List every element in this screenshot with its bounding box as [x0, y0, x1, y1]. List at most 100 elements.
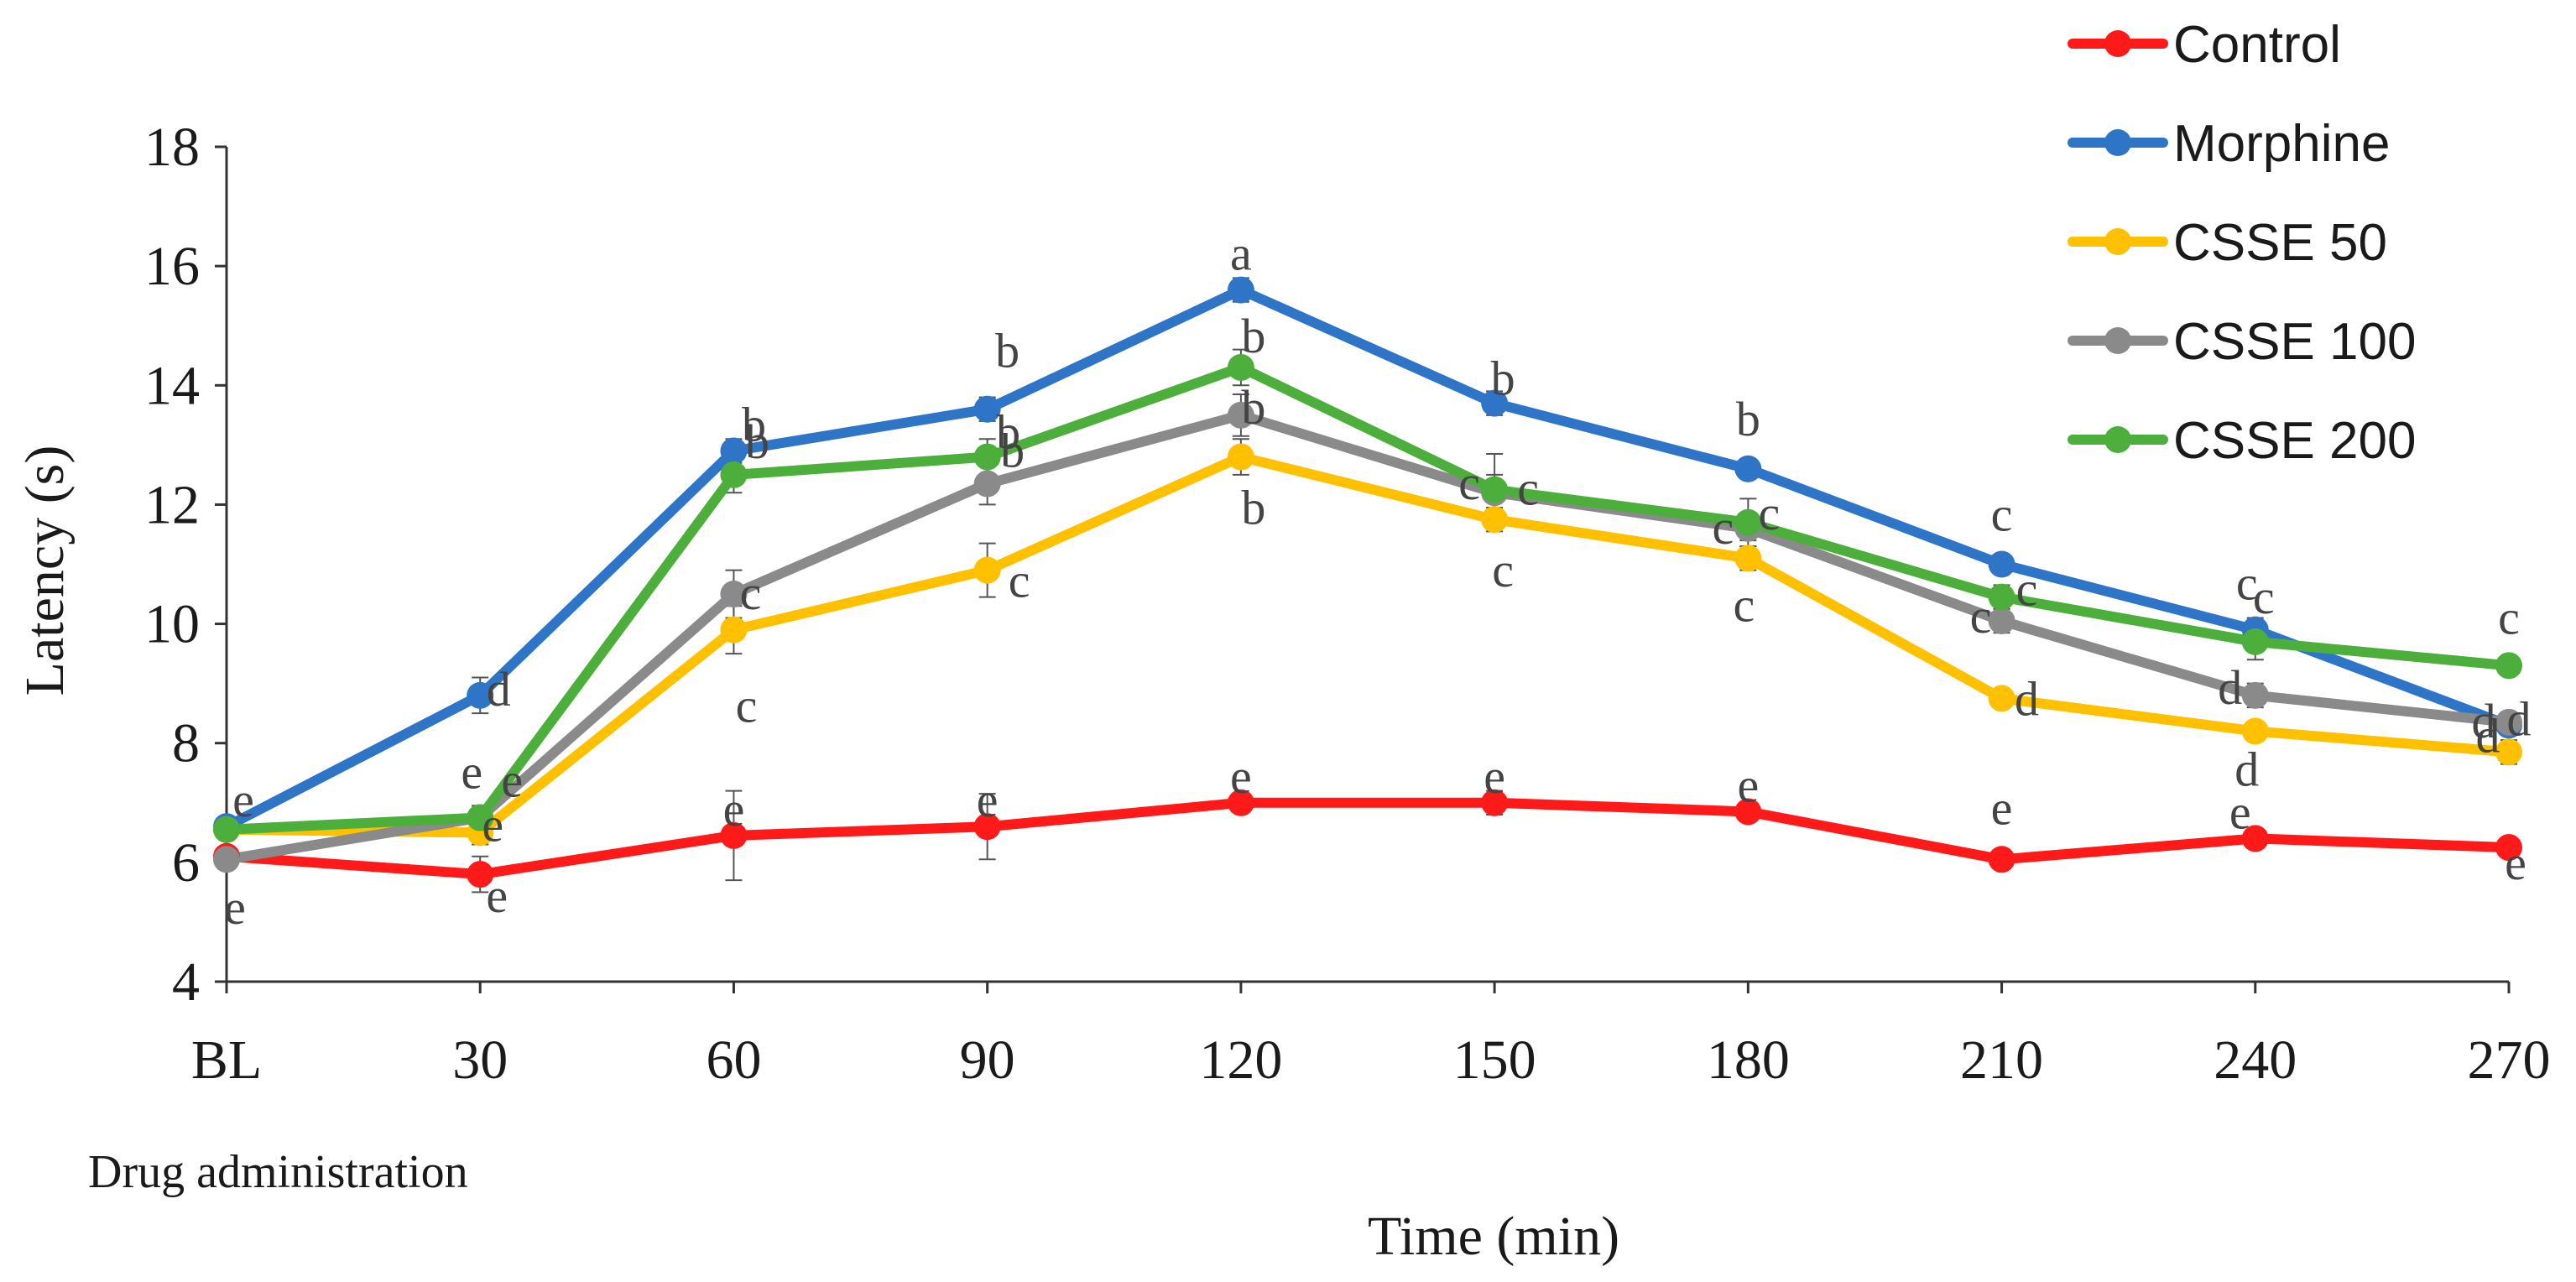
- drug-administration-note: Drug administration: [88, 1146, 468, 1198]
- x-tick-label: 270: [2468, 1029, 2551, 1091]
- y-tick-label: 18: [144, 117, 200, 178]
- data-point-morphine: [1227, 276, 1254, 304]
- significance-letter-csse-100: c: [740, 565, 762, 620]
- data-point-csse-200: [2495, 652, 2522, 680]
- significance-letter-control: e: [1737, 758, 1759, 812]
- significance-letter-morphine: d: [2507, 691, 2532, 746]
- y-tick-label: 14: [144, 355, 200, 416]
- y-ticks: 4 6 8 10 12 14 16 18: [144, 117, 227, 1013]
- significance-letter-control: e: [2505, 836, 2526, 890]
- y-tick-label: 16: [144, 236, 200, 297]
- significance-letter-control: e: [224, 880, 246, 935]
- significance-letter-control: e: [1484, 749, 1505, 804]
- data-point-control: [720, 821, 748, 849]
- data-point-morphine: [1481, 389, 1509, 417]
- significance-letter-csse-100: d: [2472, 694, 2496, 748]
- x-axis-title: Time (min): [1368, 1206, 1619, 1267]
- series-line-csse-50: [222, 451, 2514, 838]
- data-point-control: [2495, 834, 2522, 862]
- x-tick-label: BL: [191, 1029, 262, 1091]
- significance-letter-morphine: d: [487, 662, 511, 717]
- significance-letter-control: e: [977, 773, 999, 827]
- series-lines: [222, 284, 2514, 880]
- x-tick-label: 90: [960, 1029, 1015, 1091]
- series-line-control: [222, 797, 2514, 880]
- significance-letter-csse-50: d: [2476, 708, 2500, 763]
- data-point-morphine: [467, 681, 494, 709]
- significance-letter-csse-50: d: [2015, 671, 2039, 726]
- data-point-csse-200: [1988, 583, 2015, 611]
- y-tick-label: 8: [172, 713, 200, 774]
- x-tick-label: 60: [706, 1029, 761, 1091]
- significance-letter-morphine: b: [1736, 392, 1760, 446]
- data-point-csse-100: [720, 581, 748, 608]
- data-point-csse-50: [1988, 685, 2015, 712]
- y-tick-label: 12: [144, 474, 200, 535]
- data-point-control: [973, 813, 1001, 841]
- series-line-csse-100: [222, 409, 2514, 865]
- data-point-control: [1227, 789, 1254, 816]
- data-point-csse-50: [2495, 738, 2522, 766]
- data-point-morphine: [1734, 455, 1762, 482]
- significance-letter-csse-100: c: [1712, 500, 1734, 555]
- data-point-csse-200: [213, 816, 240, 843]
- x-tick-label: 120: [1199, 1029, 1282, 1091]
- data-point-control: [1988, 846, 2015, 873]
- significance-letter-csse-50: c: [736, 679, 758, 733]
- significance-letter-csse-100: b: [1241, 380, 1265, 435]
- significance-letter-csse-100: b: [1000, 424, 1025, 478]
- data-point-csse-200: [1481, 476, 1509, 503]
- data-point-control: [2241, 825, 2269, 852]
- data-point-csse-50: [1481, 506, 1509, 534]
- significance-letter-morphine: b: [742, 397, 766, 451]
- legend-label-csse-50: CSSE 50: [2173, 214, 2387, 272]
- series-line-csse-200: [222, 362, 2514, 835]
- significance-letter-csse-100: c: [1458, 456, 1480, 510]
- series-line-morphine: [222, 284, 2514, 832]
- significance-letter-csse-200: c: [2016, 562, 2038, 617]
- significance-letter-csse-200: b: [745, 414, 769, 469]
- data-point-morphine: [1988, 550, 2015, 578]
- data-point-csse-50: [720, 616, 748, 644]
- significance-letter-csse-200: c: [1517, 461, 1539, 516]
- significance-letter-control: e: [1991, 780, 2013, 835]
- significance-letter-csse-50: c: [1492, 543, 1514, 597]
- legend-swatch-marker-csse-100: [2104, 327, 2131, 354]
- data-point-morphine: [720, 437, 748, 465]
- significance-letter-control: e: [723, 782, 745, 836]
- significance-letter-csse-200: e: [501, 753, 523, 808]
- significance-letter-control: e: [2229, 784, 2251, 839]
- significance-letter-csse-100: e: [461, 745, 482, 800]
- data-point-csse-100: [1227, 401, 1254, 429]
- data-point-csse-50: [2241, 717, 2269, 745]
- data-point-csse-200: [973, 443, 1001, 471]
- x-tick-label: 210: [1960, 1029, 2043, 1091]
- significance-letter-csse-100: d: [2218, 660, 2242, 715]
- data-point-csse-50: [1227, 443, 1254, 471]
- data-point-csse-200: [467, 804, 494, 831]
- data-point-csse-50: [1734, 545, 1762, 572]
- significance-letter-csse-200: c: [1758, 486, 1780, 540]
- data-point-csse-100: [2495, 708, 2522, 736]
- data-point-csse-100: [213, 846, 240, 873]
- significance-letter-morphine: c: [2236, 556, 2258, 611]
- legend-label-morphine: Morphine: [2173, 115, 2390, 173]
- data-point-csse-50: [973, 556, 1001, 584]
- y-tick-label: 4: [172, 951, 200, 1013]
- significance-letter-csse-200: b: [1241, 309, 1265, 363]
- x-tick-label: 240: [2214, 1029, 2297, 1091]
- x-ticks: BL 30 60 90 120 150 180 210 240 270: [191, 982, 2551, 1091]
- significance-letters: e ee e e e e e eeedbbabbccdeccbccdddecbbcccddeb…: [224, 227, 2531, 935]
- significance-letter-morphine: b: [995, 324, 1019, 378]
- x-tick-label: 30: [452, 1029, 508, 1091]
- legend-swatch-marker-csse-50: [2104, 228, 2131, 255]
- data-point-csse-100: [1988, 607, 2015, 635]
- significance-letter-morphine: c: [1991, 487, 2013, 542]
- significance-letter-morphine: e: [232, 773, 254, 827]
- significance-letter-csse-200: b: [996, 405, 1020, 460]
- data-point-control: [467, 861, 494, 889]
- significance-letter-control: e: [486, 868, 508, 923]
- data-point-csse-200: [1227, 353, 1254, 381]
- significance-letter-csse-50: c: [1733, 577, 1755, 632]
- legend: Control Morphine CSSE 50 CSSE 100 CSSE 200: [2068, 16, 2417, 470]
